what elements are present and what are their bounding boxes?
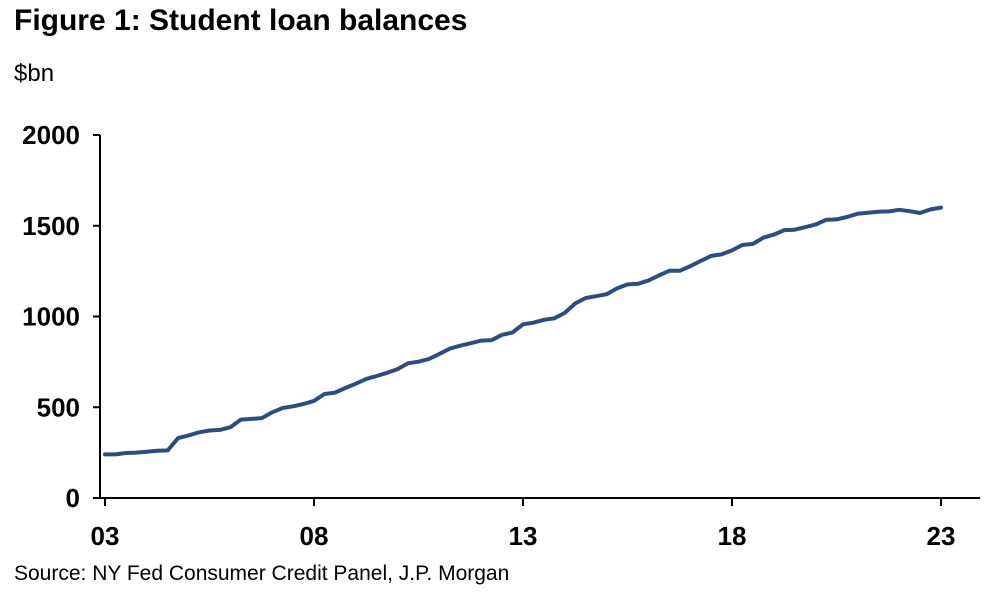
x-tick-label: 23: [927, 521, 956, 551]
y-tick-label: 500: [37, 392, 80, 422]
y-tick-label: 1500: [22, 211, 80, 241]
y-tick-label: 1000: [22, 302, 80, 332]
x-tick-label: 18: [718, 521, 747, 551]
axes: [99, 135, 980, 499]
x-tick-label: 03: [91, 521, 120, 551]
chart-title: Figure 1: Student loan balances: [14, 4, 468, 37]
line-chart: 0 500 1000 1500 2000 03 08 13 18 23: [22, 120, 980, 551]
series-layer: [103, 205, 943, 457]
y-axis-ticks: 0 500 1000 1500 2000: [22, 120, 100, 513]
x-tick-label: 08: [300, 521, 329, 551]
y-axis-unit-label: $bn: [14, 60, 55, 87]
student-loan-balance-line: [103, 205, 943, 457]
source-note: Source: NY Fed Consumer Credit Panel, J.…: [14, 562, 510, 585]
y-tick-label: 2000: [22, 120, 80, 150]
y-tick-label: 0: [66, 483, 80, 513]
x-tick-label: 13: [509, 521, 538, 551]
x-axis-ticks: 03 08 13 18 23: [91, 498, 956, 551]
